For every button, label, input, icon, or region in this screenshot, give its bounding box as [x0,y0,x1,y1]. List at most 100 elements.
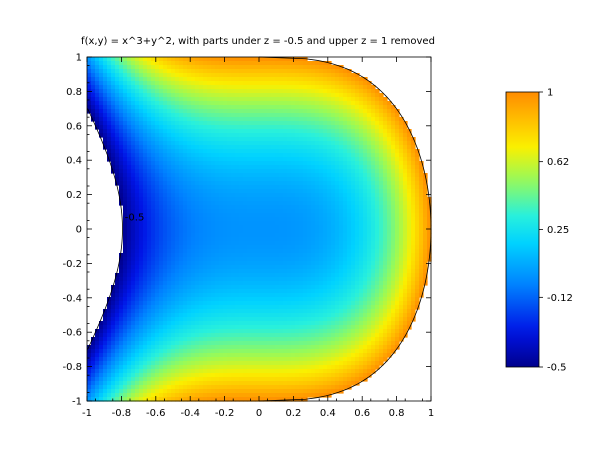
heatmap-cell [311,301,316,306]
heatmap-cell [327,297,332,302]
heatmap-cell [331,105,336,110]
heatmap-cell [179,357,184,362]
heatmap-cell [91,393,96,398]
heatmap-cell [195,285,200,290]
heatmap-cell [143,281,148,286]
heatmap-cell [255,189,260,194]
heatmap-cell [139,373,144,378]
heatmap-cell [271,389,276,394]
heatmap-cell [331,121,336,126]
heatmap-cell [335,133,340,138]
heatmap-cell [115,65,120,70]
heatmap-cell [291,73,296,78]
heatmap-cell [331,377,336,382]
heatmap-cell [263,317,268,322]
heatmap-cell [183,57,188,62]
heatmap-cell [99,365,104,370]
heatmap-cell [131,129,136,134]
heatmap-cell [119,337,124,342]
heatmap-cell [259,209,264,214]
heatmap-cell [123,349,128,354]
heatmap-cell [259,337,264,342]
heatmap-cell [219,277,224,282]
heatmap-cell [183,297,188,302]
heatmap-cell [199,281,204,286]
heatmap-cell [331,349,336,354]
heatmap-cell [319,73,324,78]
heatmap-cell [155,269,160,274]
heatmap-cell [235,321,240,326]
heatmap-cell [335,117,340,122]
heatmap-cell [283,149,288,154]
heatmap-cell [195,145,200,150]
heatmap-cell [315,85,320,90]
heatmap-cell [115,93,120,98]
heatmap-cell [315,229,320,234]
heatmap-cell [267,97,272,102]
heatmap-cell [175,57,180,62]
heatmap-cell [247,229,252,234]
heatmap-cell [111,165,116,170]
heatmap-cell [179,221,184,226]
heatmap-cell [243,217,248,222]
heatmap-cell [275,89,280,94]
heatmap-cell [271,265,276,270]
heatmap-cell [219,129,224,134]
heatmap-cell [99,101,104,106]
heatmap-cell [267,221,272,226]
heatmap-cell [119,309,124,314]
heatmap-cell [259,289,264,294]
heatmap-cell [295,145,300,150]
heatmap-cell [331,337,336,342]
heatmap-cell [291,133,296,138]
heatmap-cell [267,277,272,282]
heatmap-cell [291,253,296,258]
heatmap-cell [207,197,212,202]
heatmap-cell [283,133,288,138]
heatmap-cell [155,393,160,398]
heatmap-cell [295,317,300,322]
heatmap-cell [323,193,328,198]
heatmap-cell [295,305,300,310]
heatmap-cell [231,93,236,98]
heatmap-cell [243,109,248,114]
heatmap-cell [259,369,264,374]
heatmap-cell [311,217,316,222]
heatmap-cell [211,305,216,310]
heatmap-cell [287,301,292,306]
heatmap-cell [287,77,292,82]
heatmap-cell [171,89,176,94]
heatmap-cell [271,125,276,130]
heatmap-cell [111,373,116,378]
heatmap-cell [323,69,328,74]
heatmap-cell [171,277,176,282]
heatmap-cell [175,361,180,366]
heatmap-cell [223,285,228,290]
heatmap-cell [223,313,228,318]
heatmap-cell [311,213,316,218]
heatmap-cell [235,201,240,206]
heatmap-cell [127,301,132,306]
heatmap-cell [259,153,264,158]
heatmap-cell [163,129,168,134]
heatmap-cell [331,169,336,174]
heatmap-cell [231,257,236,262]
heatmap-cell [251,261,256,266]
heatmap-cell [123,377,128,382]
heatmap-cell [331,253,336,258]
heatmap-cell [275,217,280,222]
heatmap-cell [235,165,240,170]
heatmap-cell [259,385,264,390]
heatmap-cell [175,201,180,206]
heatmap-cell [283,357,288,362]
heatmap-cell [211,113,216,118]
heatmap-cell [135,337,140,342]
heatmap-cell [187,145,192,150]
heatmap-cell [163,349,168,354]
heatmap-cell [327,249,332,254]
heatmap-cell [151,93,156,98]
heatmap-cell [147,205,152,210]
heatmap-cell [239,369,244,374]
heatmap-cell [115,341,120,346]
heatmap-cell [299,81,304,86]
